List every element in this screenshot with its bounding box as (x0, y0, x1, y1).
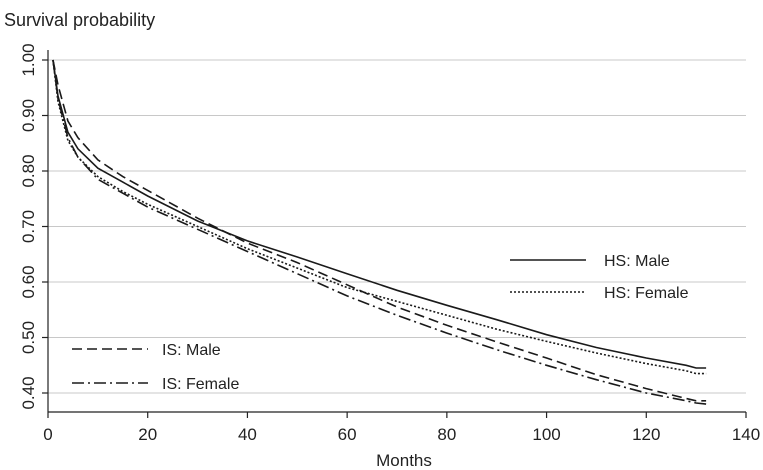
legend-label-is-male: IS: Male (162, 342, 221, 359)
y-tick-label-5: 0.90 (19, 99, 38, 132)
series-line-is-female (52, 59, 707, 405)
y-tick-labels: 0.40 0.50 0.60 0.70 0.80 0.90 1.00 (19, 43, 38, 409)
y-tick-label-2: 0.60 (19, 265, 38, 298)
y-tick-label-6: 1.00 (19, 43, 38, 76)
series-line-hs-male (52, 59, 707, 369)
legend-is: IS: Male IS: Female (72, 342, 239, 393)
y-tick-label-0: 0.40 (19, 376, 38, 409)
y-tick-label-3: 0.70 (19, 210, 38, 243)
gridlines (48, 59, 746, 394)
series-line-hs-female (52, 59, 707, 375)
x-tick-label-1: 20 (138, 425, 157, 444)
x-tick-label-6: 120 (632, 425, 660, 444)
legend-label-hs-male: HS: Male (604, 253, 670, 270)
x-tick-label-7: 140 (732, 425, 760, 444)
x-tick-label-2: 40 (238, 425, 257, 444)
x-tick-label-4: 80 (437, 425, 456, 444)
x-tick-label-5: 100 (532, 425, 560, 444)
legend-label-hs-female: HS: Female (604, 285, 689, 302)
series-line-is-male (52, 59, 707, 402)
axes (42, 50, 747, 418)
legend-hs: HS: Male HS: Female (510, 253, 689, 302)
y-tick-label-4: 0.80 (19, 154, 38, 187)
x-axis-title: Months (376, 451, 432, 470)
legend-label-is-female: IS: Female (162, 376, 239, 393)
y-tick-label-1: 0.50 (19, 321, 38, 354)
chart-title: Survival probability (4, 10, 155, 30)
x-tick-label-3: 60 (338, 425, 357, 444)
series-lines (52, 59, 707, 405)
x-tick-label-0: 0 (43, 425, 52, 444)
x-tick-labels: 0 20 40 60 80 100 120 140 (43, 425, 760, 444)
